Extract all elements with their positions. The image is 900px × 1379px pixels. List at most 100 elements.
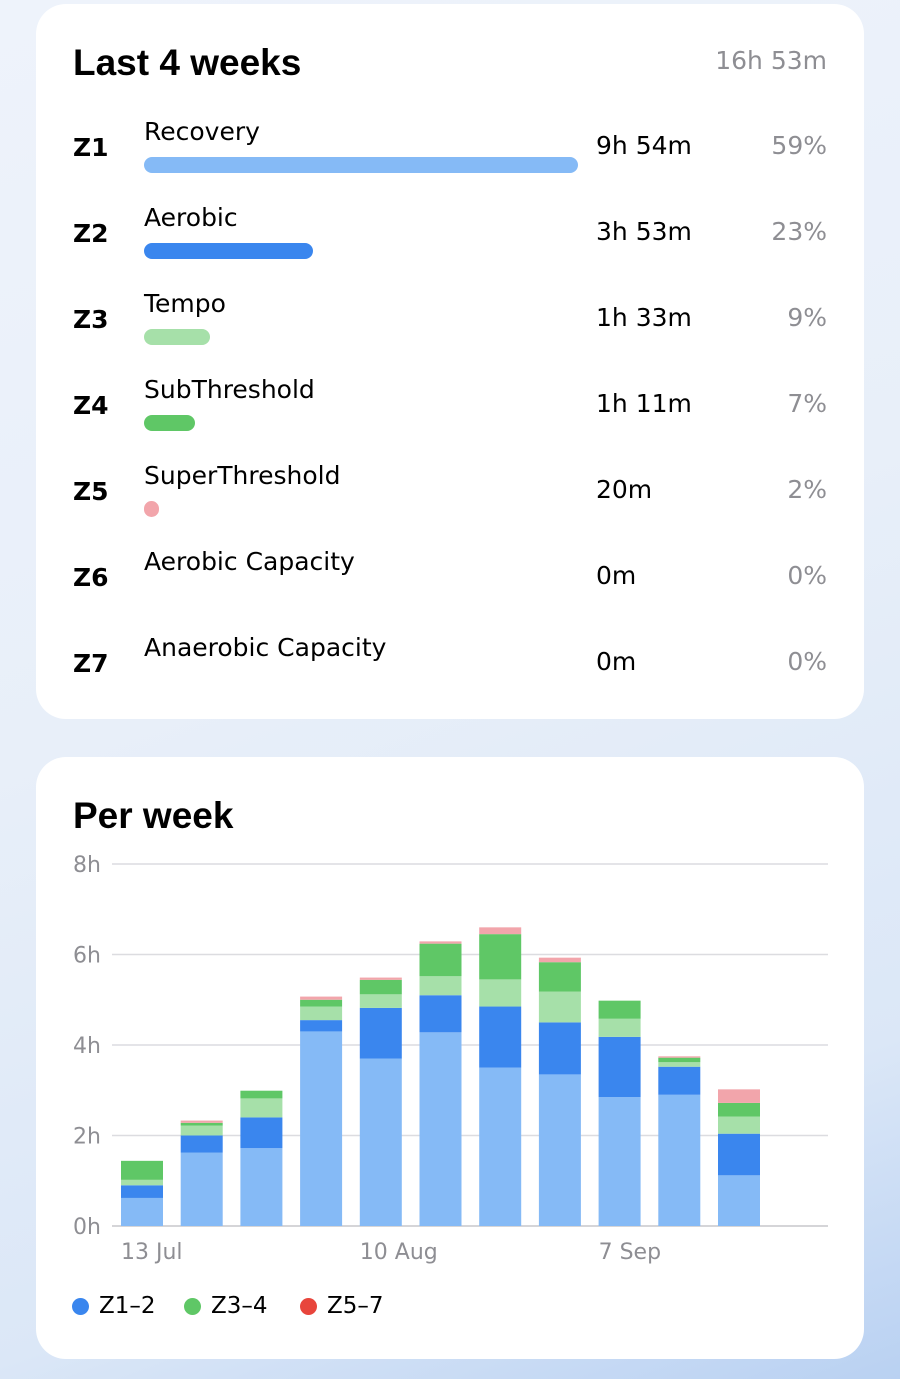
zone-share-bar <box>144 243 314 259</box>
zone-row-z3[interactable]: Z3 Tempo 1h 33m 9% <box>36 279 864 365</box>
bar-segment-z1 <box>300 1031 343 1226</box>
bar-segment-z2 <box>538 1022 581 1075</box>
bar-segment-z2 <box>419 995 462 1033</box>
bar-segment-z1 <box>180 1152 223 1226</box>
zone-row-z4[interactable]: Z4 SubThreshold 1h 11m 7% <box>36 365 864 451</box>
bar-segment-z5_7 <box>180 1120 223 1123</box>
zone-row-z5[interactable]: Z5 SuperThreshold 20m 2% <box>36 451 864 537</box>
zones-card: Last 4 weeks 16h 53m Z1 Recovery 9h 54m 59%… <box>36 4 864 719</box>
y-tick-label: 2h <box>73 1125 101 1150</box>
zone-name: Tempo <box>144 289 226 318</box>
bar-segment-z5_7 <box>658 1056 701 1058</box>
bar-segment-z5_7 <box>538 957 581 963</box>
zone-time: 20m <box>596 475 653 504</box>
zone-percent: 7% <box>787 389 827 418</box>
y-tick-label: 0h <box>73 1215 101 1240</box>
bar-segment-z3 <box>240 1098 283 1118</box>
zone-name: Aerobic <box>144 203 238 232</box>
per-week-card: Per week 0h 2h 4h 6h 8h 13 Jul 10 Aug 7 Sep Z1–… <box>36 757 864 1359</box>
zone-time: 0m <box>596 647 637 676</box>
zone-row-z1[interactable]: Z1 Recovery 9h 54m 59% <box>36 107 864 193</box>
x-tick-label: 7 Sep <box>599 1240 661 1265</box>
zone-code: Z7 <box>73 649 109 678</box>
zone-row-z6[interactable]: Z6 Aerobic Capacity 0m 0% <box>36 537 864 623</box>
legend-item: Z5–7 <box>300 1293 384 1319</box>
per-week-title: Per week <box>73 795 234 836</box>
zone-percent: 23% <box>771 217 827 246</box>
legend-item: Z1–2 <box>72 1293 156 1319</box>
zone-time: 0m <box>596 561 637 590</box>
bar-segment-z3 <box>300 1006 343 1021</box>
zone-name: SuperThreshold <box>144 461 341 490</box>
bar-segment-z1 <box>479 1067 522 1226</box>
x-tick-label: 13 Jul <box>121 1240 183 1265</box>
bar-segment-z2 <box>359 1007 402 1059</box>
legend-label: Z1–2 <box>99 1293 156 1319</box>
bar-segment-z1 <box>419 1032 462 1226</box>
bar-segment-z2 <box>121 1185 163 1198</box>
bar-segment-z4 <box>658 1057 701 1063</box>
bar-segment-z4 <box>121 1160 163 1180</box>
bar-segment-z4 <box>718 1102 760 1117</box>
bar-segment-z3 <box>419 976 462 996</box>
bar-segment-z2 <box>180 1135 223 1153</box>
zone-row-z2[interactable]: Z2 Aerobic 3h 53m 23% <box>36 193 864 279</box>
bar-segment-z1 <box>718 1175 760 1226</box>
bar-segment-z3 <box>359 994 402 1008</box>
zone-percent: 59% <box>771 131 827 160</box>
bar-segment-z5_7 <box>300 996 343 1000</box>
zone-share-bar <box>144 329 211 345</box>
legend-dot-icon <box>72 1297 89 1315</box>
zone-time: 9h 54m <box>596 131 692 160</box>
bar-segment-z1 <box>121 1197 163 1226</box>
zone-name: Recovery <box>144 117 260 146</box>
zone-row-z7[interactable]: Z7 Anaerobic Capacity 0m 0% <box>36 623 864 709</box>
bar-segment-z3 <box>479 979 522 1007</box>
bar-segment-z2 <box>240 1117 283 1149</box>
zone-time: 1h 33m <box>596 303 692 332</box>
bar-segment-z1 <box>240 1148 283 1226</box>
y-tick-label: 6h <box>73 944 101 969</box>
bar-segment-z5_7 <box>479 927 522 935</box>
bar-segment-z4 <box>419 943 462 977</box>
bar-segment-z2 <box>479 1006 522 1068</box>
bar-segment-z3 <box>121 1179 163 1186</box>
bar-segment-z1 <box>538 1074 581 1226</box>
zone-share-bar <box>144 415 196 431</box>
bar-segment-z4 <box>538 962 581 992</box>
bar-segment-z1 <box>598 1097 641 1226</box>
zone-percent: 0% <box>787 647 827 676</box>
zone-code: Z1 <box>73 133 109 162</box>
zone-share-bar <box>144 501 159 517</box>
legend-label: Z3–4 <box>211 1293 268 1319</box>
zone-code: Z3 <box>73 305 109 334</box>
zone-percent: 9% <box>787 303 827 332</box>
bar-segment-z3 <box>598 1018 641 1037</box>
bar-segment-z1 <box>359 1058 402 1226</box>
zone-code: Z5 <box>73 477 109 506</box>
zone-name: SubThreshold <box>144 375 315 404</box>
bar-segment-z4 <box>300 999 343 1007</box>
bar-segment-z3 <box>718 1116 760 1134</box>
zones-card-title: Last 4 weeks <box>73 42 302 83</box>
zone-code: Z6 <box>73 563 109 592</box>
bar-segment-z4 <box>598 1000 641 1019</box>
zone-code: Z2 <box>73 219 109 248</box>
bar-segment-z3 <box>658 1062 701 1067</box>
y-tick-label: 8h <box>73 853 101 878</box>
legend-label: Z5–7 <box>327 1293 384 1319</box>
zone-code: Z4 <box>73 391 109 420</box>
zone-name: Anaerobic Capacity <box>144 633 387 662</box>
zone-percent: 2% <box>787 475 827 504</box>
bar-segment-z1 <box>658 1094 701 1226</box>
total-time: 16h 53m <box>715 46 827 75</box>
legend-dot-icon <box>300 1297 317 1315</box>
bar-segment-z5_7 <box>419 941 462 944</box>
legend-item: Z3–4 <box>184 1293 268 1319</box>
legend-dot-icon <box>184 1297 201 1315</box>
bar-segment-z4 <box>180 1122 223 1126</box>
bar-segment-z5_7 <box>718 1089 760 1103</box>
bar-segment-z3 <box>180 1125 223 1136</box>
per-week-chart: 0h 2h 4h 6h 8h 13 Jul 10 Aug 7 Sep <box>73 853 828 1265</box>
zone-percent: 0% <box>787 561 827 590</box>
